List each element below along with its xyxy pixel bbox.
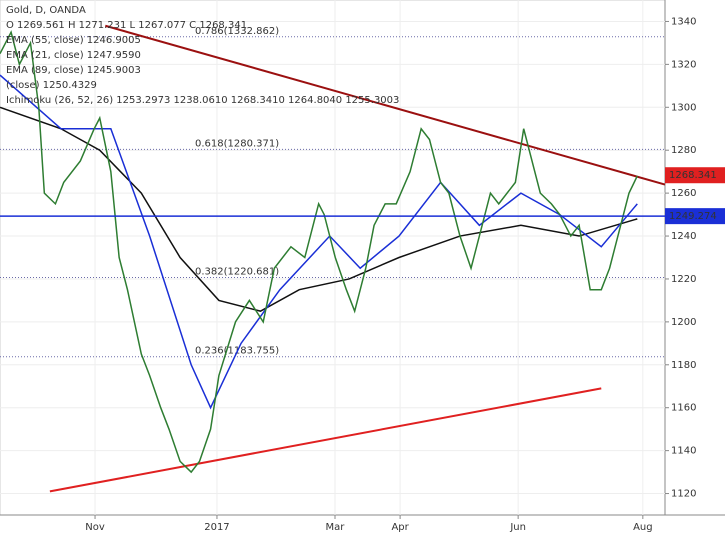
legend-line: Gold, D, OANDA (6, 5, 86, 16)
y-tick-label: 1280 (671, 145, 696, 156)
fib-label: 0.786(1332.862) (195, 26, 279, 37)
y-tick-label: 1260 (671, 188, 696, 199)
y-tick-label: 1220 (671, 274, 696, 285)
legend-line: O 1269.561 H 1271.231 L 1267.077 C 1268.… (6, 20, 247, 31)
y-tick-label: 1340 (671, 16, 696, 27)
legend-line: (close) 1250.4329 (6, 80, 97, 91)
y-tick-label: 1180 (671, 360, 696, 371)
price-tag (665, 208, 725, 225)
trendline (105, 24, 666, 186)
y-tick-label: 1140 (671, 446, 696, 457)
y-tick-label: 1160 (671, 403, 696, 414)
fib-label: 0.618(1280.371) (195, 138, 279, 149)
fib-label: 0.382(1220.681) (195, 266, 279, 277)
legend-line: EMA (55, close) 1246.9005 (6, 35, 141, 46)
trendline (49, 387, 602, 493)
y-tick-label: 1120 (671, 489, 696, 500)
legend-line: EMA (21, close) 1247.9590 (6, 50, 141, 61)
x-tick-label: Jun (509, 522, 526, 533)
y-tick-label: 1300 (671, 102, 696, 113)
y-tick-label: 1320 (671, 59, 696, 70)
x-tick-label: Nov (85, 522, 105, 533)
y-tick-label: 1200 (671, 317, 696, 328)
x-tick-label: Mar (326, 522, 346, 533)
plot-area (0, 0, 666, 516)
price-tag-label: 1249.274 (669, 211, 717, 222)
price-line (0, 30, 638, 474)
legend-line: Ichimoku (26, 52, 26) 1253.2973 1238.061… (6, 95, 399, 106)
price-tag-label: 1268.341 (669, 170, 717, 181)
price-tag (665, 167, 725, 184)
x-tick-label: Apr (391, 522, 409, 533)
ema-line (0, 106, 638, 312)
legend-line: EMA (89, close) 1245.9003 (6, 65, 141, 76)
x-tick-label: 2017 (204, 522, 229, 533)
x-tick-label: Aug (633, 522, 653, 533)
y-tick-label: 1240 (671, 231, 696, 242)
